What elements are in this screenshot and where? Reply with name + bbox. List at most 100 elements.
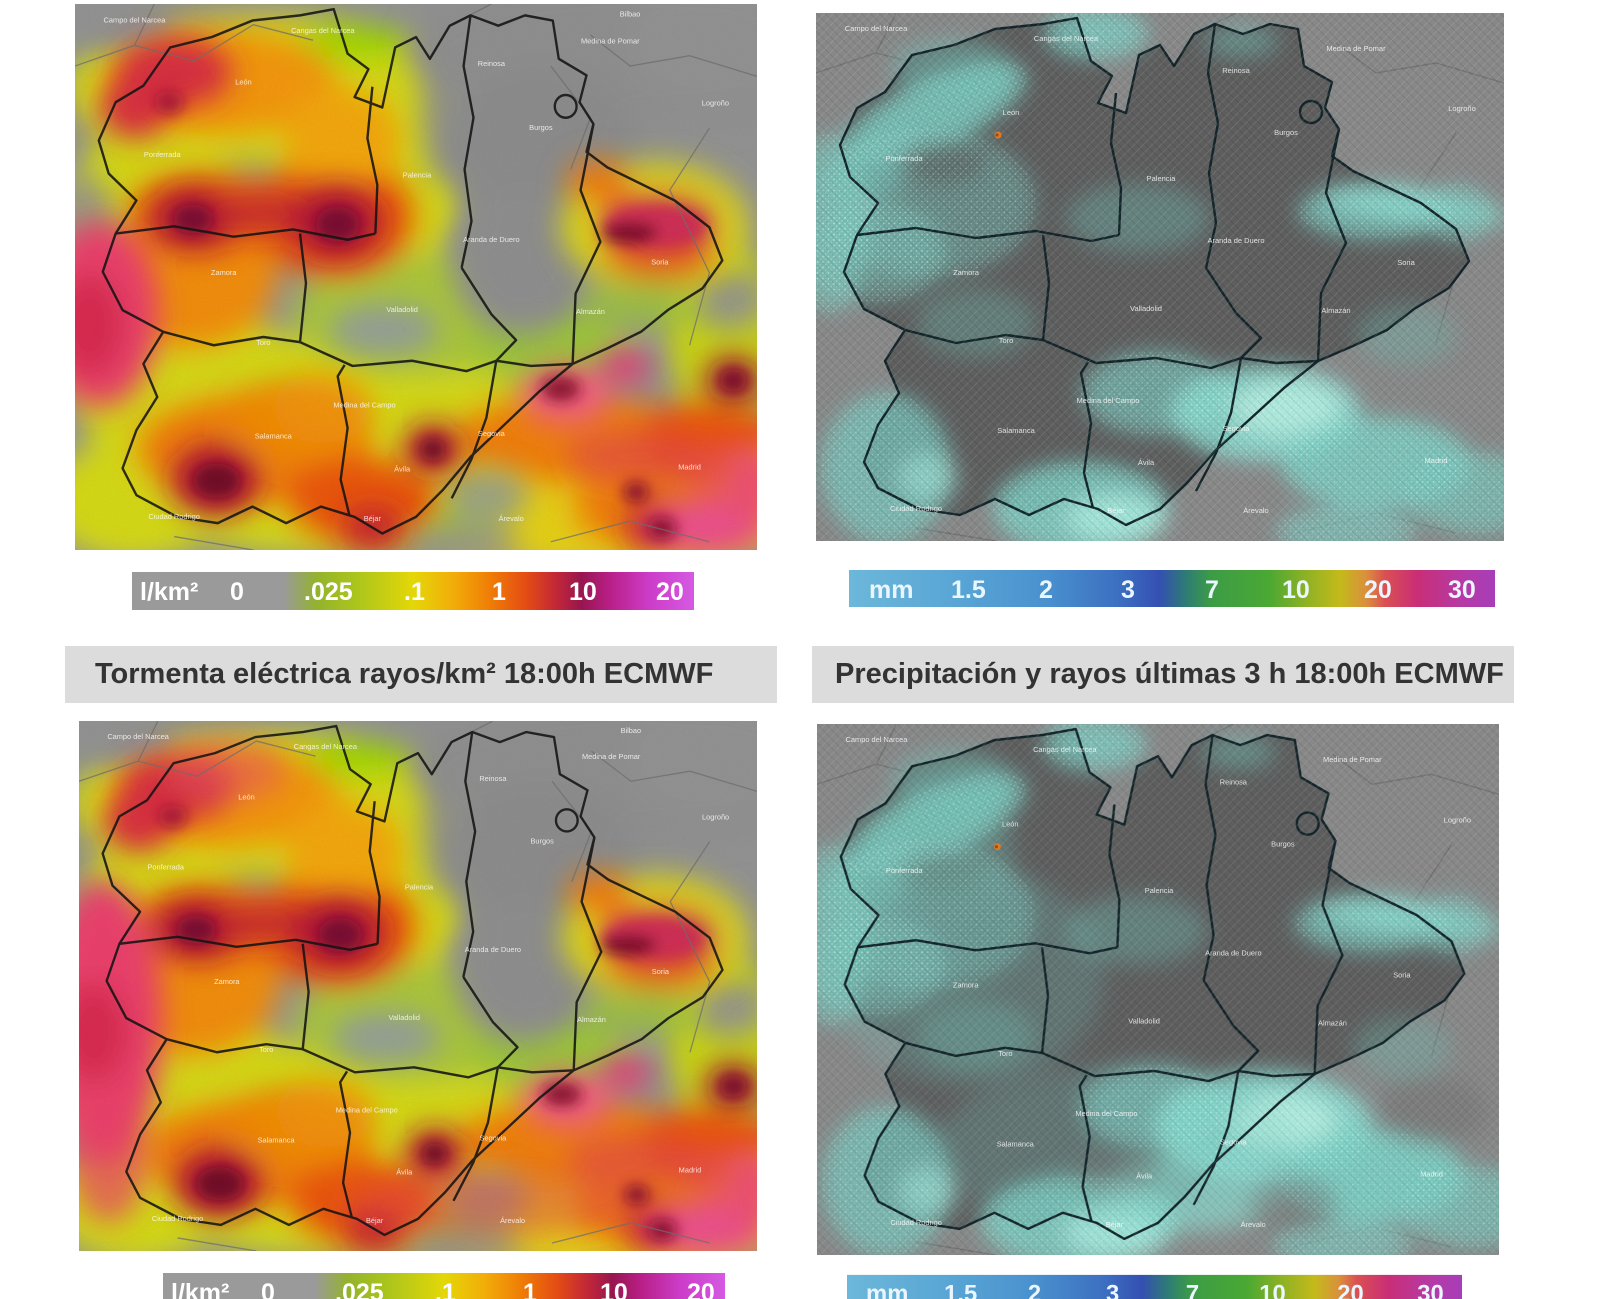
svg-text:Béjar: Béjar (1107, 506, 1125, 515)
svg-text:Palencia: Palencia (1145, 886, 1174, 895)
svg-text:Palencia: Palencia (403, 171, 432, 180)
svg-text:Burgos: Burgos (1274, 128, 1298, 137)
svg-text:3: 3 (1121, 576, 1135, 604)
svg-text:Madrid: Madrid (679, 1166, 702, 1175)
svg-text:Salamanca: Salamanca (997, 1139, 1035, 1148)
svg-text:Cangas del Narcea: Cangas del Narcea (294, 742, 358, 751)
svg-text:10: 10 (569, 578, 597, 606)
svg-text:León: León (238, 792, 254, 801)
svg-text:Madrid: Madrid (678, 462, 701, 471)
svg-text:l/km²: l/km² (171, 1279, 229, 1299)
svg-text:Zamora: Zamora (214, 977, 240, 986)
svg-text:Toro: Toro (999, 336, 1014, 345)
svg-text:30: 30 (1448, 576, 1476, 604)
svg-text:7: 7 (1186, 1281, 1199, 1299)
svg-text:Ciudad Rodrigo: Ciudad Rodrigo (148, 512, 200, 521)
svg-text:Valladolid: Valladolid (386, 305, 418, 314)
svg-text:20: 20 (687, 1279, 715, 1299)
svg-text:León: León (1002, 820, 1019, 829)
svg-text:Árevalo: Árevalo (499, 514, 524, 523)
svg-text:2: 2 (1028, 1281, 1041, 1299)
svg-text:Campo del Narcea: Campo del Narcea (104, 15, 167, 24)
svg-text:Ávila: Ávila (1138, 458, 1155, 467)
svg-text:Almazán: Almazán (577, 1015, 606, 1024)
svg-text:10: 10 (600, 1279, 628, 1299)
svg-text:30: 30 (1417, 1281, 1443, 1299)
svg-text:.025: .025 (335, 1279, 384, 1299)
svg-text:l/km²: l/km² (140, 578, 198, 606)
svg-text:Almazán: Almazán (1321, 306, 1350, 315)
svg-text:10: 10 (1282, 576, 1310, 604)
svg-text:0: 0 (230, 578, 244, 606)
svg-text:Cangas del Narcea: Cangas del Narcea (1033, 745, 1097, 754)
svg-text:Medina del Campo: Medina del Campo (333, 400, 395, 409)
svg-text:Cangas del Narcea: Cangas del Narcea (1034, 34, 1099, 43)
svg-text:Ávila: Ávila (394, 464, 411, 473)
svg-text:Segovia: Segovia (1222, 424, 1250, 433)
svg-text:3: 3 (1106, 1281, 1119, 1299)
svg-text:Madrid: Madrid (1425, 456, 1448, 465)
svg-text:Logroño: Logroño (1448, 104, 1476, 113)
svg-text:Béjar: Béjar (366, 1216, 384, 1225)
svg-text:7: 7 (1205, 576, 1219, 604)
svg-text:mm: mm (866, 1281, 908, 1299)
svg-text:1: 1 (523, 1279, 537, 1299)
svg-text:Zamora: Zamora (953, 268, 980, 277)
svg-text:Ciudad Rodrigo: Ciudad Rodrigo (890, 1218, 942, 1227)
svg-text:0: 0 (261, 1279, 275, 1299)
svg-text:Medina del Campo: Medina del Campo (1077, 396, 1140, 405)
svg-text:Soria: Soria (652, 967, 670, 976)
svg-text:Soria: Soria (651, 257, 669, 266)
svg-text:Zamora: Zamora (211, 268, 237, 277)
svg-text:10: 10 (1259, 1281, 1285, 1299)
svg-text:Béjar: Béjar (364, 514, 382, 523)
svg-text:Ponferrada: Ponferrada (886, 866, 924, 875)
svg-text:Reinosa: Reinosa (479, 774, 507, 783)
svg-text:Árevalo: Árevalo (500, 1216, 525, 1225)
svg-text:Árevalo: Árevalo (1243, 506, 1268, 515)
svg-text:Medina de Pomar: Medina de Pomar (1323, 755, 1382, 764)
svg-text:20: 20 (656, 578, 684, 606)
svg-text:20: 20 (1337, 1281, 1363, 1299)
svg-text:Palencia: Palencia (1147, 174, 1177, 183)
svg-text:Cangas del Narcea: Cangas del Narcea (291, 26, 355, 35)
svg-text:Soria: Soria (1393, 970, 1411, 979)
svg-text:Madrid: Madrid (1420, 1170, 1443, 1179)
svg-text:Toro: Toro (256, 338, 270, 347)
svg-text:1: 1 (492, 578, 506, 606)
svg-text:Bilbao: Bilbao (621, 726, 642, 735)
svg-text:Segovia: Segovia (480, 1134, 508, 1143)
svg-text:Aranda de Duero: Aranda de Duero (463, 235, 519, 244)
svg-text:Aranda de Duero: Aranda de Duero (1207, 236, 1264, 245)
svg-text:1.5: 1.5 (944, 1281, 977, 1299)
svg-text:Medina de Pomar: Medina de Pomar (581, 36, 640, 45)
svg-text:Salamanca: Salamanca (997, 426, 1035, 435)
svg-text:León: León (1003, 108, 1020, 117)
svg-text:Valladolid: Valladolid (388, 1013, 419, 1022)
svg-text:1.5: 1.5 (951, 576, 986, 604)
svg-text:Burgos: Burgos (1271, 840, 1295, 849)
svg-text:Salamanca: Salamanca (255, 431, 293, 440)
svg-text:Ciudad Rodrigo: Ciudad Rodrigo (152, 1214, 203, 1223)
svg-text:2: 2 (1039, 576, 1053, 604)
svg-text:Ponferrada: Ponferrada (144, 150, 181, 159)
svg-text:Reinosa: Reinosa (1220, 777, 1248, 786)
svg-text:Soria: Soria (1397, 258, 1415, 267)
svg-text:mm: mm (869, 576, 913, 604)
svg-text:Ponferrada: Ponferrada (885, 154, 923, 163)
svg-text:Medina del Campo: Medina del Campo (1075, 1109, 1137, 1118)
svg-text:.025: .025 (304, 578, 353, 606)
svg-text:Ávila: Ávila (1136, 1172, 1153, 1181)
svg-text:Segovia: Segovia (1220, 1137, 1248, 1146)
svg-text:Logroño: Logroño (702, 98, 729, 107)
svg-text:Valladolid: Valladolid (1130, 304, 1162, 313)
svg-text:Árevalo: Árevalo (1241, 1220, 1266, 1229)
svg-text:.1: .1 (404, 578, 425, 606)
svg-text:Aranda de Duero: Aranda de Duero (1205, 948, 1261, 957)
svg-text:Medina de Pomar: Medina de Pomar (582, 752, 641, 761)
svg-text:Zamora: Zamora (953, 980, 979, 989)
svg-text:Reinosa: Reinosa (478, 59, 506, 68)
svg-text:Burgos: Burgos (530, 836, 554, 845)
svg-text:Campo del Narcea: Campo del Narcea (845, 24, 908, 33)
svg-text:Medina del Campo: Medina del Campo (336, 1105, 398, 1114)
